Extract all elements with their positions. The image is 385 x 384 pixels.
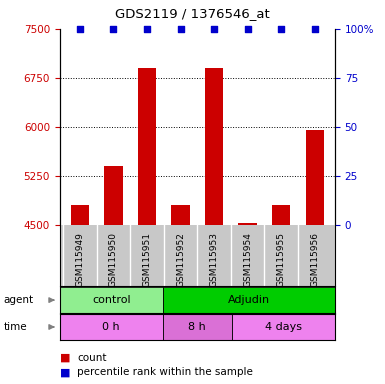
Point [278, 26, 284, 32]
Text: ■: ■ [60, 353, 70, 363]
Text: GSM115951: GSM115951 [142, 232, 151, 287]
Text: GSM115954: GSM115954 [243, 232, 252, 287]
Text: percentile rank within the sample: percentile rank within the sample [77, 367, 253, 377]
Text: GSM115956: GSM115956 [310, 232, 319, 287]
Bar [163, 314, 232, 340]
Text: ■: ■ [60, 367, 70, 377]
Text: GSM115952: GSM115952 [176, 232, 185, 287]
Bar [205, 68, 223, 225]
Point [312, 26, 318, 32]
Point [110, 26, 117, 32]
Text: GSM115950: GSM115950 [109, 232, 118, 287]
Text: count: count [77, 353, 107, 363]
Text: 0 h: 0 h [102, 322, 120, 332]
Bar [70, 205, 89, 225]
Point [244, 26, 251, 32]
Bar [232, 314, 335, 340]
Text: 8 h: 8 h [188, 322, 206, 332]
Point [211, 26, 217, 32]
Text: agent: agent [4, 295, 34, 305]
Text: GSM115955: GSM115955 [277, 232, 286, 287]
Point [77, 26, 83, 32]
Point [177, 26, 184, 32]
Bar [306, 130, 324, 225]
Bar [60, 314, 163, 340]
Text: Adjudin: Adjudin [228, 295, 270, 305]
Text: 4 days: 4 days [265, 322, 302, 332]
Bar [163, 287, 335, 313]
Point [144, 26, 150, 32]
Bar [272, 205, 290, 225]
Text: GDS2119 / 1376546_at: GDS2119 / 1376546_at [115, 7, 270, 20]
Text: control: control [92, 295, 131, 305]
Bar [60, 287, 163, 313]
Bar [104, 166, 122, 225]
Bar [238, 223, 257, 225]
Bar [138, 68, 156, 225]
Text: GSM115949: GSM115949 [75, 232, 84, 287]
Bar [171, 205, 190, 225]
Text: GSM115953: GSM115953 [209, 232, 219, 287]
Text: time: time [4, 322, 27, 332]
